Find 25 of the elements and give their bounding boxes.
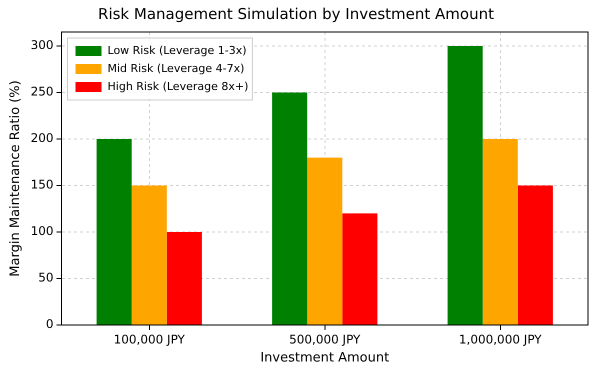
x-tick-label: 1,000,000 JPY — [458, 332, 542, 346]
bar — [307, 158, 342, 324]
x-tick-label: 500,000 JPY — [289, 332, 362, 346]
chart-title: Risk Management Simulation by Investment Amount — [98, 4, 494, 23]
bar — [482, 138, 518, 324]
bar — [448, 46, 483, 324]
legend-label: High Risk (Leverage 8x+) — [108, 80, 248, 93]
bar — [96, 138, 132, 324]
y-tick-label: 250 — [30, 84, 54, 99]
bar — [132, 185, 167, 324]
bar — [342, 213, 378, 324]
y-tick-label: 0 — [46, 317, 54, 332]
y-tick-label: 200 — [30, 131, 54, 146]
y-tick-label: 100 — [30, 224, 54, 238]
x-axis-title: Investment Amount — [260, 350, 390, 366]
y-tick-label: 50 — [38, 270, 54, 285]
bar — [518, 185, 553, 324]
y-axis-title: Margin Maintenance Ratio (%) — [8, 80, 24, 277]
x-tick-label: 100,000 JPY — [114, 332, 186, 346]
bar — [272, 92, 308, 324]
y-tick-label: 300 — [30, 38, 54, 52]
bar — [166, 232, 202, 324]
y-tick-label: 150 — [30, 178, 54, 192]
legend-label: Mid Risk (Leverage 4-7x) — [108, 62, 244, 75]
legend-label: Low Risk (Leverage 1-3x) — [108, 44, 247, 57]
